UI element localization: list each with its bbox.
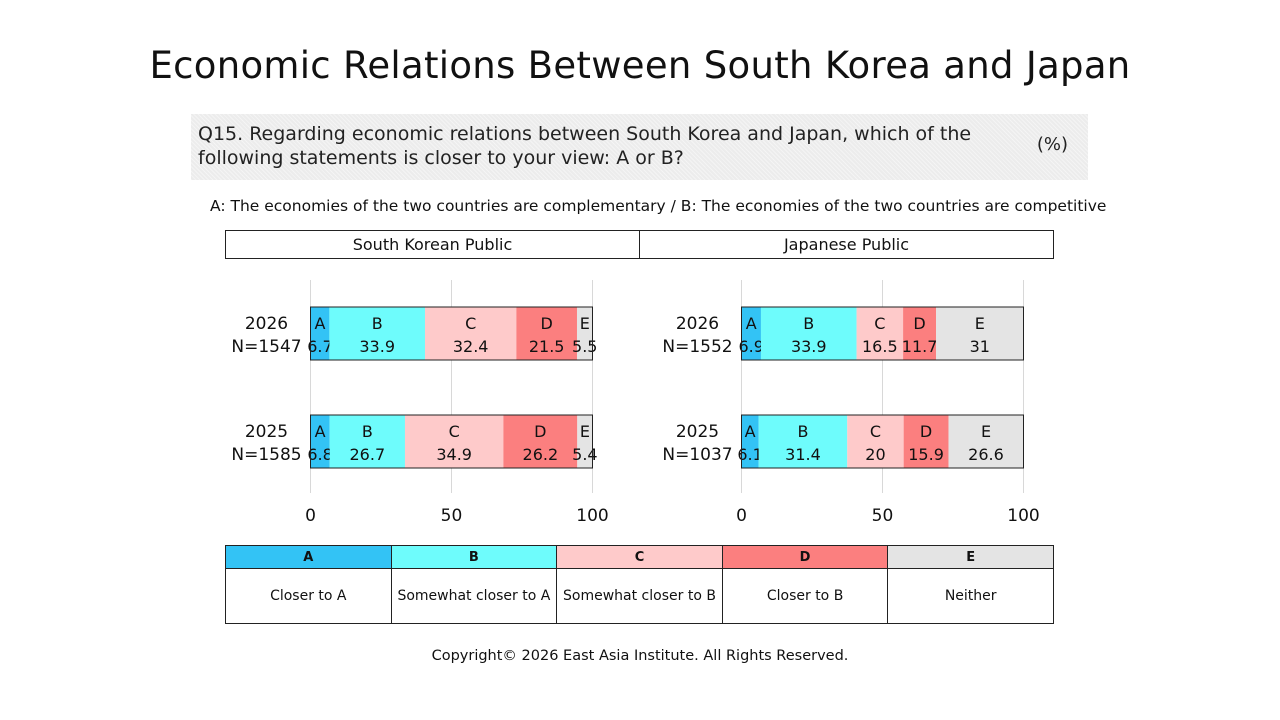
korea-bar-segment-c — [424, 307, 517, 360]
japan-data-label: 31 — [970, 337, 990, 356]
japan-bar-segment-a — [741, 415, 759, 468]
korea-x-tick-label: 0 — [305, 506, 316, 526]
japan-row-n-label: N=1552 — [662, 337, 732, 357]
korea-segment-key-label: C — [465, 314, 476, 333]
japan-bar-segment-d — [903, 307, 937, 360]
japan-bar-segment-b — [760, 307, 857, 360]
japan-segment-key-label: E — [981, 422, 991, 441]
legend-key-row: A B C D E — [225, 545, 1054, 569]
korea-row-n-label: N=1585 — [231, 445, 301, 465]
japan-data-label: 26.6 — [968, 445, 1004, 464]
japan-segment-key-label: D — [913, 314, 925, 333]
korea-row-n-label: N=1547 — [231, 337, 301, 357]
legend-key-c: C — [556, 545, 723, 569]
copyright-footer: Copyright© 2026 East Asia Institute. All… — [431, 648, 849, 664]
japan-segment-key-label: B — [797, 422, 808, 441]
japan-bar-segment-d — [903, 415, 949, 468]
japan-data-label: 15.9 — [908, 445, 944, 464]
legend-label-e: Neither — [887, 568, 1054, 624]
japan-bar-segment-c — [847, 415, 904, 468]
page-title: Economic Relations Between South Korea a… — [149, 44, 1131, 87]
korea-bar-segment-d — [516, 307, 577, 360]
korea-segment-key-label: B — [362, 422, 373, 441]
japan-bar-outline — [741, 306, 1024, 361]
legend-key-b: B — [390, 545, 558, 569]
korea-segment-key-label: E — [580, 422, 590, 441]
japan-bar-segment-e — [936, 307, 1024, 360]
korea-data-label: 5.4 — [572, 445, 597, 464]
legend-table: A B C D E Closer to A Somewhat closer to… — [225, 545, 1054, 624]
japan-data-label: 20 — [865, 445, 885, 464]
korea-bar-outline — [310, 414, 593, 469]
korea-segment-key-label: E — [580, 314, 590, 333]
question-text: Q15. Regarding economic relations betwee… — [198, 123, 972, 169]
unit-label: (%) — [1036, 134, 1068, 155]
japan-data-label: 31.4 — [785, 445, 821, 464]
korea-segment-key-label: B — [372, 314, 383, 333]
korea-bar-segment-c — [404, 415, 504, 468]
legend-label-c: Somewhat closer to B — [556, 568, 723, 624]
korea-bar-segment-b — [329, 415, 405, 468]
japan-segment-key-label: A — [746, 314, 757, 333]
japan-segment-key-label: E — [975, 314, 985, 333]
panel-header-japan: Japanese Public — [639, 230, 1054, 259]
legend-key-d: D — [721, 545, 889, 569]
japan-data-label: 11.7 — [902, 337, 938, 356]
japan-bar-outline — [741, 414, 1024, 469]
stacked-bar-chart: 0 50 100 2026 N=1547 A 6.7 B 33.9 C 32.4 D 21.5 E 5.5 2… — [231, 280, 1040, 526]
japan-x-tick-label: 100 — [1007, 506, 1039, 526]
korea-bar-outline — [310, 306, 593, 361]
korea-segment-key-label: A — [315, 422, 326, 441]
korea-bar-segment-d — [503, 415, 578, 468]
question-box: Q15. Regarding economic relations betwee… — [191, 114, 1088, 180]
japan-segment-key-label: A — [745, 422, 756, 441]
japan-bar-segment-e — [948, 415, 1024, 468]
japan-bar-segment-a — [741, 307, 761, 360]
korea-segment-key-label: D — [534, 422, 546, 441]
korea-data-label: 34.9 — [436, 445, 472, 464]
korea-segment-key-label: A — [314, 314, 325, 333]
korea-x-tick-label: 100 — [576, 506, 608, 526]
korea-data-label: 5.5 — [572, 337, 597, 356]
korea-bar-segment-a — [310, 307, 330, 360]
legend-label-d: Closer to B — [721, 568, 889, 624]
japan-row-n-label: N=1037 — [662, 445, 732, 465]
korea-data-label: 21.5 — [529, 337, 565, 356]
japan-data-label: 33.9 — [791, 337, 827, 356]
korea-segment-key-label: D — [541, 314, 553, 333]
japan-segment-key-label: B — [803, 314, 814, 333]
japan-bar-segment-b — [758, 415, 848, 468]
japan-segment-key-label: C — [870, 422, 881, 441]
legend-key-a: A — [225, 545, 392, 569]
legend-label-a: Closer to A — [225, 568, 392, 624]
legend-key-e: E — [887, 545, 1054, 569]
japan-bar-segment-c — [856, 307, 904, 360]
korea-bar-segment-b — [329, 307, 425, 360]
korea-segment-key-label: C — [449, 422, 460, 441]
japan-data-label: 6.1 — [737, 445, 762, 464]
korea-data-label: 26.2 — [523, 445, 559, 464]
legend-label-b: Somewhat closer to A — [390, 568, 558, 624]
japan-data-label: 16.5 — [862, 337, 898, 356]
korea-bar-segment-a — [310, 415, 330, 468]
korea-data-label: 26.7 — [350, 445, 386, 464]
korea-bar-segment-e — [577, 415, 593, 468]
korea-data-label: 6.8 — [307, 445, 332, 464]
japan-x-tick-label: 0 — [736, 506, 747, 526]
japan-segment-key-label: D — [920, 422, 932, 441]
korea-bar-segment-e — [576, 307, 593, 360]
japan-x-tick-label: 50 — [872, 506, 894, 526]
korea-row-year-label: 2025 — [245, 422, 288, 442]
statement-text: A: The economies of the two countries ar… — [210, 197, 1107, 215]
korea-data-label: 32.4 — [453, 337, 489, 356]
japan-segment-key-label: C — [874, 314, 885, 333]
japan-row-year-label: 2025 — [676, 422, 719, 442]
korea-data-label: 6.7 — [307, 337, 332, 356]
korea-row-year-label: 2026 — [245, 314, 288, 334]
korea-data-label: 33.9 — [359, 337, 395, 356]
japan-row-year-label: 2026 — [676, 314, 719, 334]
japan-data-label: 6.9 — [739, 337, 764, 356]
korea-x-tick-label: 50 — [441, 506, 463, 526]
legend-label-row: Closer to A Somewhat closer to A Somewha… — [225, 568, 1054, 624]
